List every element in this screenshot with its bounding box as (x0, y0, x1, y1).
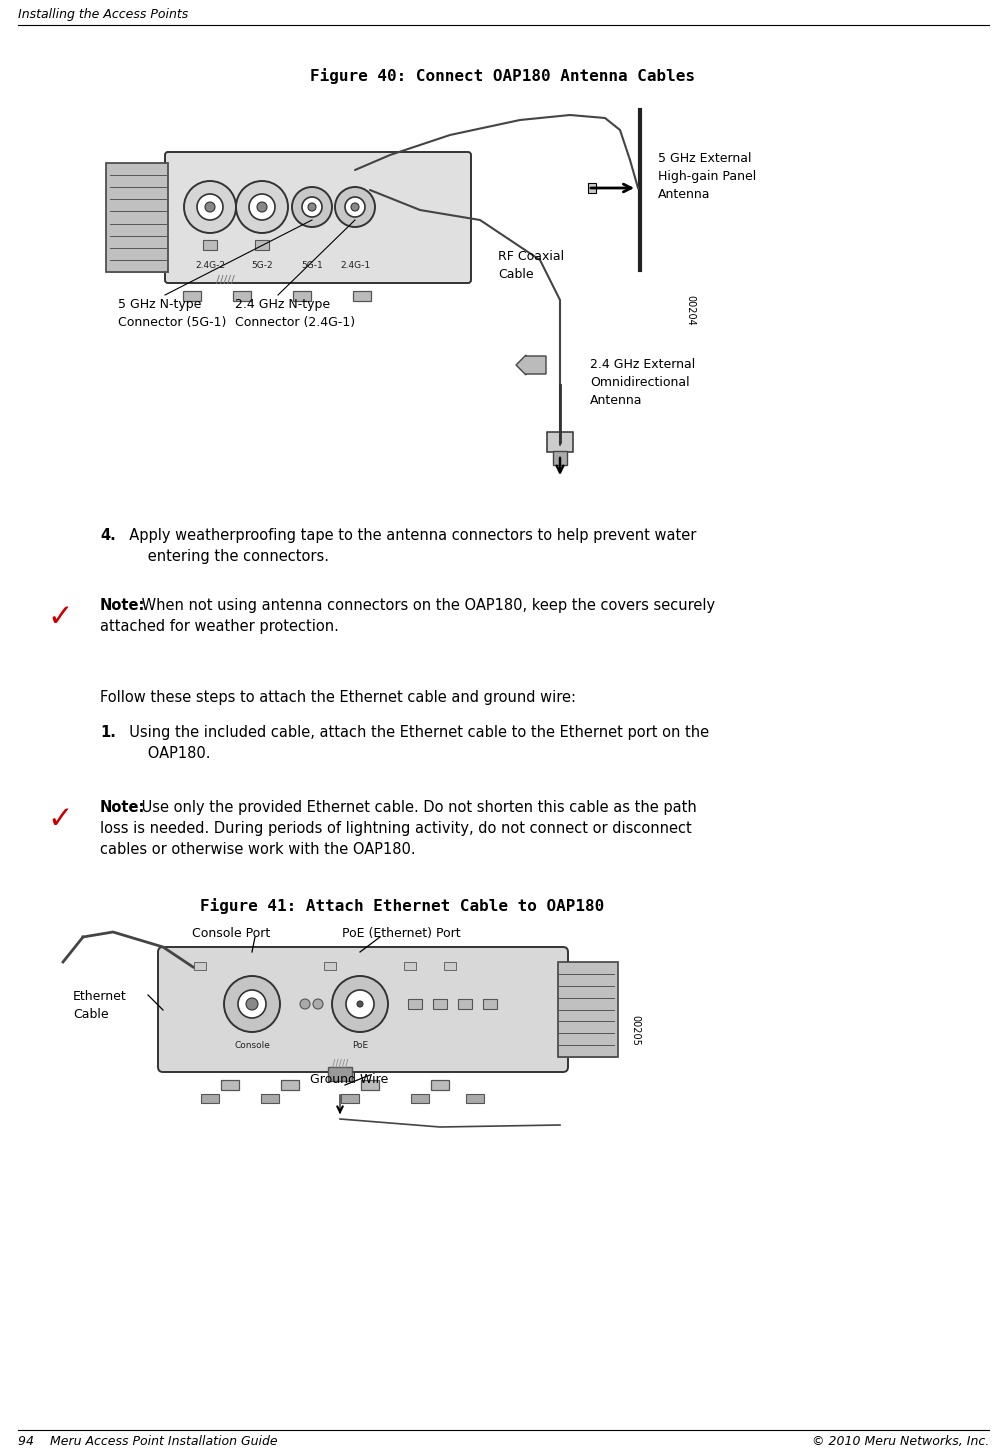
Bar (547, 432, 573, 452)
Bar (293, 291, 311, 302)
FancyBboxPatch shape (165, 152, 471, 283)
Bar (255, 241, 269, 249)
Text: 2.4G-2: 2.4G-2 (195, 261, 225, 270)
Circle shape (335, 187, 375, 228)
Text: Figure 41: Attach Ethernet Cable to OAP180: Figure 41: Attach Ethernet Cable to OAP1… (200, 898, 604, 914)
Text: PoE: PoE (351, 1041, 369, 1050)
Circle shape (357, 1000, 363, 1006)
Text: ✓: ✓ (47, 603, 73, 632)
Bar (433, 999, 447, 1009)
Text: © 2010 Meru Networks, Inc.: © 2010 Meru Networks, Inc. (812, 1436, 989, 1449)
Circle shape (249, 194, 275, 220)
Text: 2.4 GHz External
Omnidirectional
Antenna: 2.4 GHz External Omnidirectional Antenna (590, 358, 695, 407)
Circle shape (257, 202, 267, 212)
Bar (411, 1093, 429, 1103)
Text: Apply weatherproofing tape to the antenna connectors to help prevent water
     : Apply weatherproofing tape to the antenn… (120, 528, 697, 564)
Text: 2.4G-1: 2.4G-1 (340, 261, 370, 270)
Text: Using the included cable, attach the Ethernet cable to the Ethernet port on the
: Using the included cable, attach the Eth… (120, 725, 709, 761)
Text: Follow these steps to attach the Ethernet cable and ground wire:: Follow these steps to attach the Etherne… (100, 690, 576, 705)
Text: Note:: Note: (100, 800, 145, 815)
Circle shape (205, 202, 215, 212)
Text: ✓: ✓ (47, 805, 73, 834)
Circle shape (246, 998, 258, 1011)
Bar (353, 291, 371, 302)
Bar (444, 961, 456, 970)
Bar (183, 291, 201, 302)
Text: /////: ///// (332, 1058, 348, 1069)
Text: Console Port: Console Port (192, 927, 270, 940)
Circle shape (236, 181, 288, 233)
Bar (404, 961, 416, 970)
Text: 94    Meru Access Point Installation Guide: 94 Meru Access Point Installation Guide (18, 1436, 278, 1449)
Bar (483, 999, 497, 1009)
FancyBboxPatch shape (158, 947, 568, 1072)
Text: 5G-2: 5G-2 (251, 261, 273, 270)
Circle shape (238, 990, 266, 1018)
Text: Use only the provided Ethernet cable. Do not shorten this cable as the path
loss: Use only the provided Ethernet cable. Do… (100, 800, 697, 857)
Bar (106, 162, 168, 273)
Text: 1.: 1. (100, 725, 116, 740)
Bar (203, 241, 217, 249)
Bar (341, 1093, 359, 1103)
Text: 00204: 00204 (685, 294, 695, 325)
Circle shape (351, 203, 359, 212)
Text: Note:: Note: (100, 597, 145, 613)
Text: Figure 40: Connect OAP180 Antenna Cables: Figure 40: Connect OAP180 Antenna Cables (310, 68, 696, 84)
Circle shape (313, 999, 323, 1009)
Text: RF Coaxial
Cable: RF Coaxial Cable (498, 249, 564, 281)
Circle shape (302, 197, 322, 218)
Circle shape (332, 976, 388, 1032)
Circle shape (308, 203, 316, 212)
Bar (201, 1093, 219, 1103)
Circle shape (346, 990, 374, 1018)
Circle shape (345, 197, 365, 218)
Bar (408, 999, 422, 1009)
Text: 4.: 4. (100, 528, 116, 542)
Bar (261, 1093, 279, 1103)
Text: 5 GHz N-type
Connector (5G-1): 5 GHz N-type Connector (5G-1) (118, 299, 227, 329)
Text: When not using antenna connectors on the OAP180, keep the covers securely
attach: When not using antenna connectors on the… (100, 597, 715, 634)
Bar (466, 1093, 484, 1103)
FancyArrow shape (516, 355, 546, 376)
Circle shape (197, 194, 223, 220)
Text: Ground Wire: Ground Wire (310, 1073, 389, 1086)
Circle shape (184, 181, 236, 233)
Text: 00205: 00205 (630, 1015, 640, 1045)
Text: 5 GHz External
High-gain Panel
Antenna: 5 GHz External High-gain Panel Antenna (658, 152, 756, 202)
Bar (233, 291, 251, 302)
Text: Console: Console (234, 1041, 270, 1050)
Circle shape (292, 187, 332, 228)
Bar (281, 1080, 299, 1090)
Text: 2.4 GHz N-type
Connector (2.4G-1): 2.4 GHz N-type Connector (2.4G-1) (235, 299, 355, 329)
Bar (588, 183, 596, 193)
Bar (328, 1067, 352, 1082)
Bar (553, 451, 567, 465)
Bar (361, 1080, 379, 1090)
Circle shape (300, 999, 310, 1009)
Circle shape (224, 976, 280, 1032)
Bar (431, 1080, 449, 1090)
Text: PoE (Ethernet) Port: PoE (Ethernet) Port (342, 927, 460, 940)
Text: Installing the Access Points: Installing the Access Points (18, 9, 188, 20)
Bar (194, 961, 206, 970)
Bar (221, 1080, 239, 1090)
Text: Ethernet
Cable: Ethernet Cable (73, 990, 127, 1021)
Bar (324, 961, 336, 970)
Bar (558, 961, 618, 1057)
Text: 5G-1: 5G-1 (301, 261, 323, 270)
Bar (458, 999, 472, 1009)
Text: /////: ///// (215, 276, 235, 286)
